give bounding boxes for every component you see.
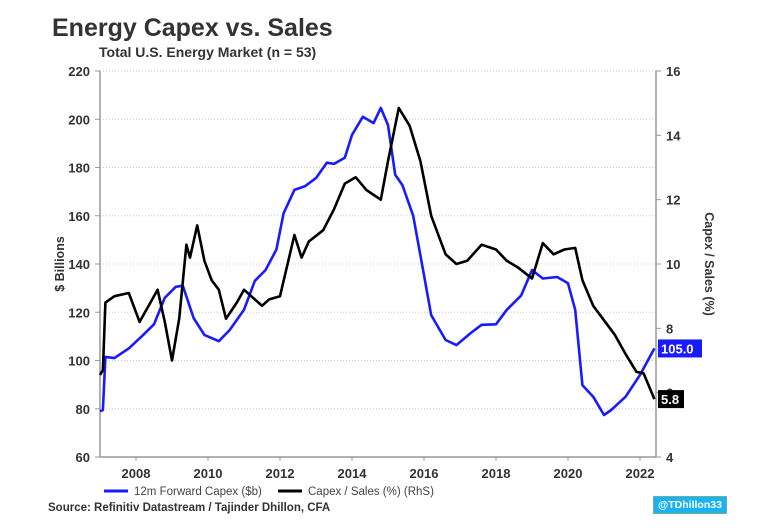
y-tick-label-left: 120: [68, 305, 90, 320]
x-tick-label: 2014: [338, 466, 368, 481]
y-tick-label-left: 220: [68, 64, 90, 79]
axes: [95, 70, 661, 461]
series-line-capex-sales: [98, 106, 656, 400]
x-tick-label: 2022: [626, 466, 655, 481]
end-label-box-capex: [658, 339, 702, 358]
y-tick-label-right: 10: [666, 257, 680, 272]
end-label-capex-sales: 5.8: [661, 392, 679, 407]
y-tick-label-right: 4: [666, 450, 674, 465]
tick-labels: 6080100120140160180200220468101214162008…: [68, 64, 681, 481]
legend: 12m Forward Capex ($b) Capex / Sales (%)…: [104, 486, 434, 498]
y-tick-label-left: 140: [68, 257, 90, 272]
x-tick-label: 2010: [194, 466, 223, 481]
y-tick-label-right: 8: [666, 321, 673, 336]
y-tick-label-left: 180: [68, 161, 90, 176]
y-tick-label-left: 200: [68, 112, 90, 127]
end-label-box-capex-sales: [658, 390, 684, 409]
series-line-capex: [99, 106, 656, 417]
y-tick-label-left: 80: [76, 402, 90, 417]
chart-subtitle: Total U.S. Energy Market (n = 53): [99, 44, 317, 60]
y-axis-title-left: $ Billions: [53, 236, 67, 292]
legend-label-capex-sales: Capex / Sales (%) (RhS): [308, 486, 434, 498]
y-axis-title-right: Capex / Sales (%): [702, 212, 716, 316]
x-tick-label: 2020: [554, 466, 583, 481]
end-labels: 105.0 5.8: [658, 339, 702, 409]
y-tick-label-right: 16: [666, 64, 680, 79]
gridlines: [100, 70, 656, 410]
x-tick-label: 2012: [266, 466, 295, 481]
x-tick-label: 2008: [122, 466, 151, 481]
legend-label-capex: 12m Forward Capex ($b): [134, 486, 262, 498]
y-tick-label-right: 14: [666, 128, 681, 143]
series-group: [98, 106, 656, 417]
end-label-capex: 105.0: [661, 341, 694, 356]
source-note: Source: Refinitiv Datastream / Tajinder …: [48, 502, 331, 514]
x-tick-label: 2018: [482, 466, 511, 481]
chart-title: Energy Capex vs. Sales: [52, 14, 333, 42]
x-tick-label: 2016: [410, 466, 439, 481]
y-tick-label-left: 100: [68, 354, 90, 369]
y-tick-label-right: 12: [666, 193, 680, 208]
y-tick-label-left: 60: [76, 450, 90, 465]
author-watermark: @TDhillon33: [653, 496, 727, 514]
y-tick-label-left: 160: [68, 209, 90, 224]
